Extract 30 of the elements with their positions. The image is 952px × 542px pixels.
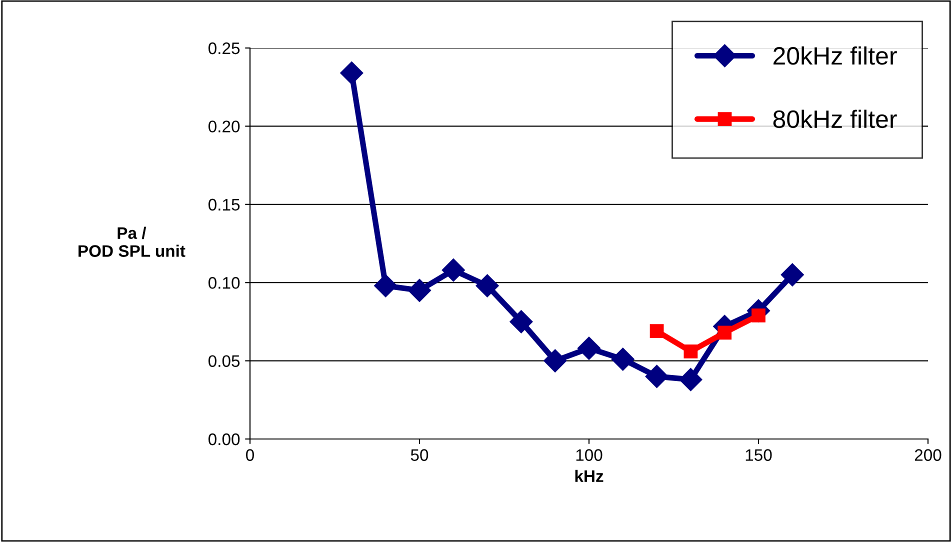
y-axis-title: Pa / POD SPL unit bbox=[78, 226, 186, 257]
point bbox=[679, 368, 702, 392]
x-tick-label: 50 bbox=[410, 449, 428, 461]
point bbox=[374, 274, 398, 298]
legend-label: 20kHz filter bbox=[774, 46, 897, 65]
y-tick-label: 0.20 bbox=[208, 120, 240, 132]
point bbox=[408, 278, 431, 302]
point bbox=[684, 344, 698, 358]
x-axis-title: kHz bbox=[575, 470, 604, 482]
x-tick-label: 0 bbox=[246, 449, 254, 461]
point bbox=[578, 336, 600, 360]
y-tick-label: 0.05 bbox=[208, 355, 240, 368]
y-tick-label: 0.00 bbox=[208, 433, 240, 446]
x-tick-label: 200 bbox=[914, 449, 942, 461]
point bbox=[645, 364, 668, 388]
point bbox=[340, 62, 364, 85]
x-tick-label: 150 bbox=[746, 449, 772, 461]
point bbox=[544, 349, 567, 372]
y-tick-label: 0.25 bbox=[208, 42, 240, 54]
point bbox=[611, 348, 634, 371]
x-tick-label: 100 bbox=[576, 449, 602, 461]
point bbox=[442, 258, 465, 282]
point bbox=[510, 310, 533, 334]
point bbox=[476, 274, 499, 298]
point bbox=[718, 326, 732, 340]
point bbox=[650, 324, 664, 338]
y-tick-label: 0.15 bbox=[208, 198, 240, 211]
y-tick-label: 0.10 bbox=[208, 277, 240, 289]
point bbox=[780, 263, 804, 286]
legend-label: 80kHz filter bbox=[773, 110, 897, 128]
